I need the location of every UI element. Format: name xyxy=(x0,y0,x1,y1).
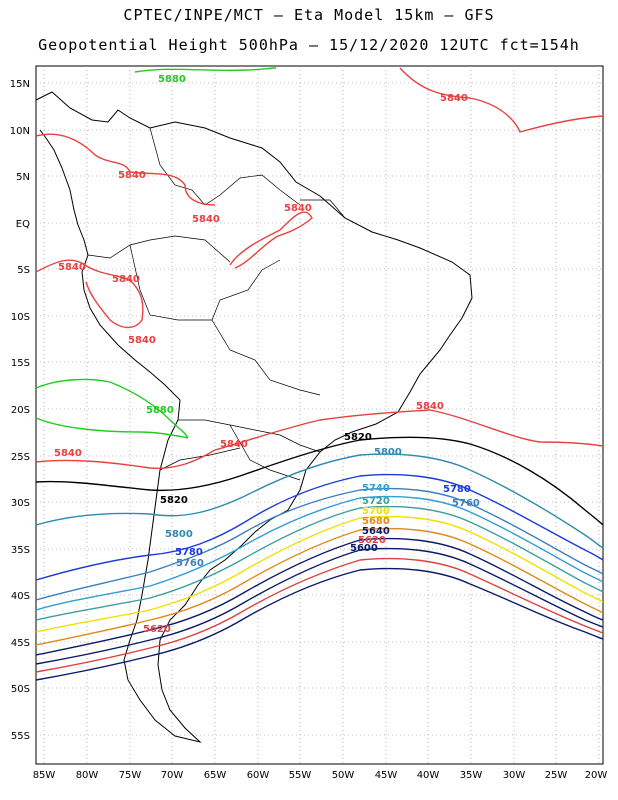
lat-label: 20S xyxy=(11,405,30,416)
contour-label: 5720 xyxy=(362,496,390,507)
contour-5680 xyxy=(35,527,604,646)
graticule xyxy=(36,66,603,764)
contour-label: 5840 xyxy=(118,170,146,181)
contour-label: 5880 xyxy=(158,74,186,85)
lon-label: 65W xyxy=(204,770,227,781)
contour-5640 xyxy=(35,547,604,665)
contour-5800 xyxy=(35,453,604,549)
contour-5760 xyxy=(35,487,604,601)
contour-5840-colombia xyxy=(35,133,216,206)
lon-label: 35W xyxy=(460,770,483,781)
lon-label: 50W xyxy=(332,770,355,781)
contour-labels: 5880 5840 5840 5840 5840 5840 5840 5840 … xyxy=(54,74,480,635)
contour-5620 xyxy=(35,557,604,673)
contour-5840-northeast xyxy=(399,67,604,133)
contour-label: 5840 xyxy=(54,448,82,459)
lat-label: 10S xyxy=(11,312,30,323)
contour-label: 5840 xyxy=(440,93,468,104)
contour-label: 5840 xyxy=(112,274,140,285)
lat-label: 5N xyxy=(16,172,30,183)
lon-label: 75W xyxy=(119,770,142,781)
contour-label: 5800 xyxy=(165,529,193,540)
lat-label: 30S xyxy=(11,498,30,509)
lat-label: 15S xyxy=(11,358,30,369)
contour-lines xyxy=(35,67,604,681)
contour-label: 5820 xyxy=(160,495,188,506)
contour-label: 5800 xyxy=(374,447,402,458)
lat-label: 5S xyxy=(17,265,30,276)
lon-label: 30W xyxy=(503,770,526,781)
contour-5840-south xyxy=(35,409,604,470)
lon-label: 40W xyxy=(417,770,440,781)
lon-label: 55W xyxy=(289,770,312,781)
contour-label: 5780 xyxy=(443,484,471,495)
south-america-coastline xyxy=(35,91,473,743)
lon-label: 70W xyxy=(161,770,184,781)
latitude-labels: 15N 10N 5N EQ 5S 10S 15S 20S 25S 30S 35S… xyxy=(10,79,30,742)
contour-5700 xyxy=(35,515,604,633)
contour-5880-north xyxy=(134,67,277,73)
contour-5660 xyxy=(35,537,604,656)
contour-label: 5680 xyxy=(362,516,390,527)
contour-label: 5840 xyxy=(58,262,86,273)
lat-label: 15N xyxy=(10,79,30,90)
contour-5840-peru xyxy=(35,259,144,329)
contour-label: 5740 xyxy=(362,483,390,494)
contour-5880-west xyxy=(35,378,189,439)
contour-label: 5600 xyxy=(350,543,378,554)
contour-label: 5640 xyxy=(362,526,390,537)
contour-label: 5700 xyxy=(362,506,390,517)
map-frame xyxy=(35,65,604,765)
lat-label: 50S xyxy=(11,684,30,695)
lat-label: 40S xyxy=(11,591,30,602)
contour-5880-west-b xyxy=(35,417,189,439)
lat-label: EQ xyxy=(16,219,30,230)
contour-label: 5840 xyxy=(416,401,444,412)
lon-label: 80W xyxy=(76,770,99,781)
longitude-labels: 85W 80W 75W 70W 65W 60W 55W 50W 45W 40W … xyxy=(33,770,608,781)
contour-label: 5820 xyxy=(344,432,372,443)
contour-5740 xyxy=(35,495,604,611)
map-subtitle: Geopotential Height 500hPa – 15/12/2020 … xyxy=(38,36,580,54)
contour-5720 xyxy=(35,505,604,621)
lon-label: 25W xyxy=(545,770,568,781)
contour-label: 5620 xyxy=(143,624,171,635)
contour-5820 xyxy=(35,436,604,526)
lon-label: 85W xyxy=(33,770,56,781)
contour-label: 5840 xyxy=(220,439,248,450)
lon-label: 45W xyxy=(375,770,398,781)
map-title: CPTEC/INPE/MCT – Eta Model 15km – GFS xyxy=(123,6,495,24)
lon-label: 20W xyxy=(585,770,608,781)
lon-label: 60W xyxy=(247,770,270,781)
contour-5780 xyxy=(35,473,604,581)
lat-label: 10N xyxy=(10,126,30,137)
contour-label: 5620 xyxy=(358,535,386,546)
lat-label: 45S xyxy=(11,638,30,649)
contour-label: 5840 xyxy=(284,203,312,214)
lat-label: 55S xyxy=(11,731,30,742)
contour-5840-amazon xyxy=(229,211,313,269)
contour-label: 5840 xyxy=(128,335,156,346)
contour-label: 5760 xyxy=(452,498,480,509)
contour-label: 5880 xyxy=(146,405,174,416)
lat-label: 35S xyxy=(11,545,30,556)
contour-5600 xyxy=(35,567,604,681)
contour-label: 5780 xyxy=(175,547,203,558)
contour-label: 5760 xyxy=(176,558,204,569)
contour-label: 5840 xyxy=(192,214,220,225)
lat-label: 25S xyxy=(11,452,30,463)
